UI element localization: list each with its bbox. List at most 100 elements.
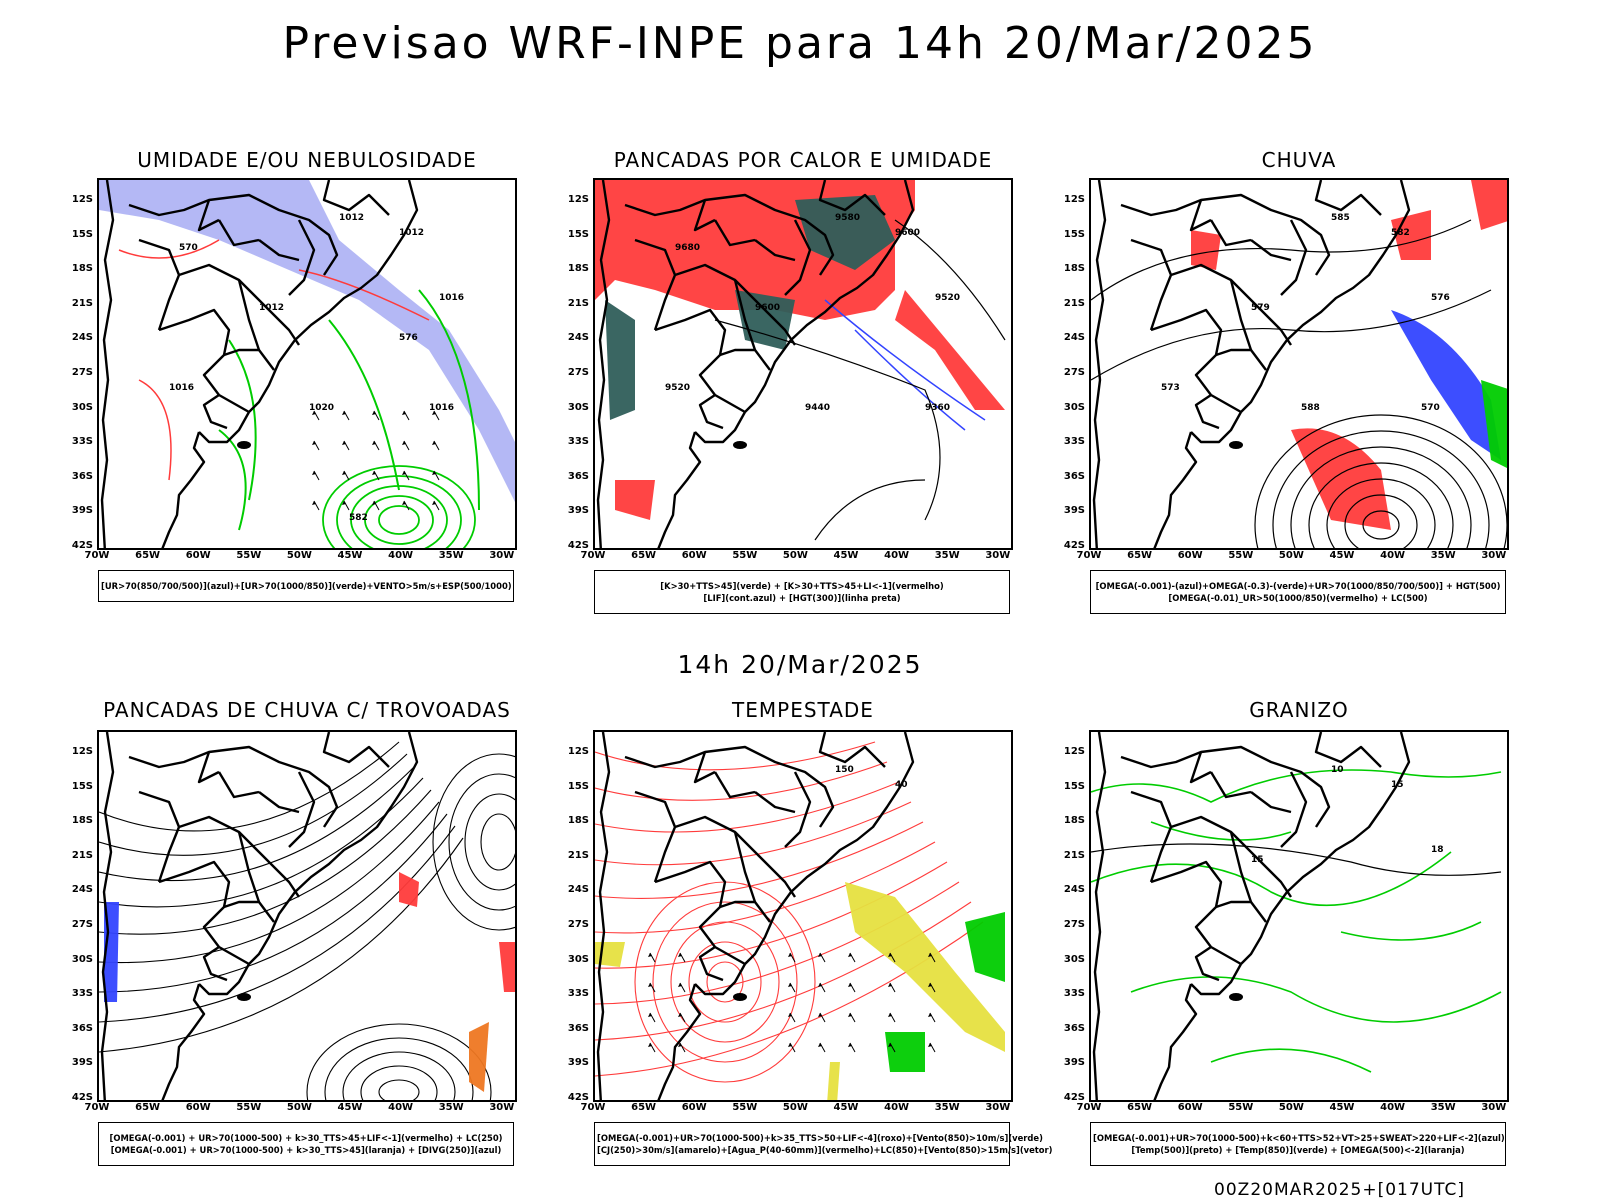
streamline-red bbox=[595, 781, 900, 833]
lon-tick-label: 45W bbox=[337, 1102, 363, 1113]
streamline bbox=[306, 1023, 492, 1100]
lat-tick-label: 42S bbox=[1063, 1092, 1085, 1103]
lat-tick-label: 39S bbox=[1063, 505, 1085, 517]
streamline-red bbox=[595, 761, 888, 801]
contour-label: 1016 bbox=[429, 403, 454, 413]
map-chuva[interactable]: 585 582 579 576 573 570 588 bbox=[1089, 178, 1509, 550]
wind-vector-head bbox=[818, 1043, 822, 1047]
streamline bbox=[99, 741, 400, 832]
lake-mark bbox=[237, 993, 251, 1001]
wind-vector-head bbox=[432, 501, 436, 505]
panel-title-granizo: GRANIZO bbox=[1249, 698, 1349, 722]
lat-tick-label: 27S bbox=[1063, 919, 1085, 930]
thickness-contour-red bbox=[118, 239, 430, 481]
lat-tick-label: 15S bbox=[71, 780, 93, 792]
legend-chuva: [OMEGA(-0.001)-(azul)+OMEGA(-0.3)-(verde… bbox=[1090, 570, 1506, 614]
map-tempestade[interactable]: 150 40 bbox=[593, 730, 1013, 1102]
main-title: Previsao WRF-INPE para 14h 20/Mar/2025 bbox=[282, 18, 1318, 69]
wind-vector-head bbox=[342, 471, 346, 475]
lon-tick-label: 35W bbox=[934, 550, 960, 561]
streamline-red bbox=[595, 841, 936, 934]
lon-tick-label: 35W bbox=[1430, 1102, 1456, 1113]
height-contour bbox=[1308, 462, 1454, 548]
map-pancadas[interactable]: 9580 9600 9600 9520 9520 9360 9440 9680 bbox=[593, 178, 1013, 550]
thunderstorm-shading-red bbox=[399, 872, 515, 992]
lon-tick-label: 30W bbox=[985, 1102, 1011, 1113]
instability-shading-teal bbox=[795, 195, 895, 270]
lon-tick-label: 50W bbox=[1278, 550, 1304, 561]
lon-tick-label: 50W bbox=[286, 550, 312, 561]
wind-vector-head bbox=[648, 983, 652, 987]
wind-vector-head bbox=[402, 471, 406, 475]
rain-shading-blue bbox=[1391, 310, 1501, 460]
wind-vector-head bbox=[888, 983, 892, 987]
contour-label: 15 bbox=[1251, 855, 1264, 865]
lon-tick-label: 70W bbox=[1076, 1102, 1102, 1113]
lon-tick-label: 45W bbox=[833, 550, 859, 561]
temp-contour-green bbox=[1091, 769, 1502, 1023]
streamline bbox=[480, 813, 515, 871]
lon-tick-label: 65W bbox=[135, 550, 161, 561]
lat-tick-label: 27S bbox=[567, 367, 589, 378]
wind-vector-head bbox=[888, 953, 892, 957]
contour-label: 585 bbox=[1331, 213, 1350, 223]
lon-tick-label: 50W bbox=[286, 1102, 312, 1113]
contour-label: 40 bbox=[895, 780, 908, 790]
panel-title-trovoadas: PANCADAS DE CHUVA C/ TROVOADAS bbox=[103, 698, 511, 722]
cyclone-contour bbox=[378, 505, 420, 535]
panel-title-umidade: UMIDADE E/OU NEBULOSIDADE bbox=[137, 148, 477, 172]
lat-tick-label: 30S bbox=[567, 401, 589, 413]
lat-tick-label: 27S bbox=[1063, 367, 1085, 378]
lon-tick-label: 50W bbox=[782, 1102, 808, 1113]
map-umidade[interactable]: 1012 1012 1012 1016 1016 1016 1020 570 576 582 bbox=[97, 178, 517, 550]
lat-tick-label: 33S bbox=[1063, 988, 1085, 1000]
panel-title-tempestade: TEMPESTADE bbox=[732, 698, 874, 722]
lon-tick-label: 65W bbox=[135, 1102, 161, 1113]
contour-label: 1012 bbox=[399, 228, 424, 238]
lat-tick-label: 24S bbox=[567, 884, 589, 896]
lat-tick-label: 39S bbox=[1063, 1057, 1085, 1069]
lon-tick-label: 30W bbox=[489, 550, 515, 561]
lon-tick-label: 65W bbox=[1127, 1102, 1153, 1113]
wind-vector-head bbox=[402, 501, 406, 505]
lat-tick-label: 18S bbox=[1063, 815, 1085, 827]
lat-tick-label: 33S bbox=[1063, 436, 1085, 448]
wind-vector-head bbox=[848, 1013, 852, 1017]
map-trovoadas[interactable] bbox=[97, 730, 517, 1102]
streamline bbox=[342, 1051, 456, 1100]
lon-tick-label: 55W bbox=[1228, 1102, 1254, 1113]
lon-tick-label: 45W bbox=[1329, 550, 1355, 561]
lat-tick-label: 27S bbox=[567, 919, 589, 930]
contour-label: 570 bbox=[1421, 403, 1440, 413]
contour-label: 9520 bbox=[665, 383, 690, 393]
lon-tick-label: 30W bbox=[1481, 550, 1507, 561]
lat-tick-label: 42S bbox=[567, 1092, 589, 1103]
contour-label: 579 bbox=[1251, 303, 1270, 313]
panel-title-pancadas: PANCADAS POR CALOR E UMIDADE bbox=[613, 148, 993, 172]
legend-line: [OMEGA(-0.01)_UR>50(1000/850)(vermelho) … bbox=[1168, 593, 1428, 603]
lat-tick-label: 30S bbox=[71, 953, 93, 965]
contour-label: 576 bbox=[1431, 293, 1450, 303]
lat-tick-label: 21S bbox=[71, 297, 93, 309]
lat-tick-label: 39S bbox=[567, 505, 589, 517]
lon-tick-label: 35W bbox=[438, 1102, 464, 1113]
wind-vector-head bbox=[928, 1043, 932, 1047]
lat-tick-label: 36S bbox=[71, 1022, 93, 1034]
contour-label: 18 bbox=[1431, 845, 1444, 855]
wind-vector-head bbox=[678, 953, 682, 957]
streamline bbox=[99, 813, 448, 993]
wind-vector-head bbox=[928, 953, 932, 957]
wind-vector-head bbox=[432, 411, 436, 415]
lat-tick-label: 36S bbox=[567, 470, 589, 482]
run-id-label: 00Z20MAR2025+[017UTC] bbox=[1214, 1180, 1465, 1200]
lat-tick-label: 15S bbox=[1063, 780, 1085, 792]
map-granizo[interactable]: 10 15 15 18 bbox=[1089, 730, 1509, 1102]
lon-tick-label: 70W bbox=[84, 550, 110, 561]
wind-vector-head bbox=[888, 1013, 892, 1017]
instability-shading-teal bbox=[605, 300, 635, 420]
lat-tick-label: 21S bbox=[1063, 297, 1085, 309]
lon-tick-label: 70W bbox=[84, 1102, 110, 1113]
wind-vector-head bbox=[788, 953, 792, 957]
contour-label: 1016 bbox=[439, 293, 464, 303]
legend-line: [OMEGA(-0.001) + UR>70(1000-500) + k>30_… bbox=[110, 1145, 502, 1155]
